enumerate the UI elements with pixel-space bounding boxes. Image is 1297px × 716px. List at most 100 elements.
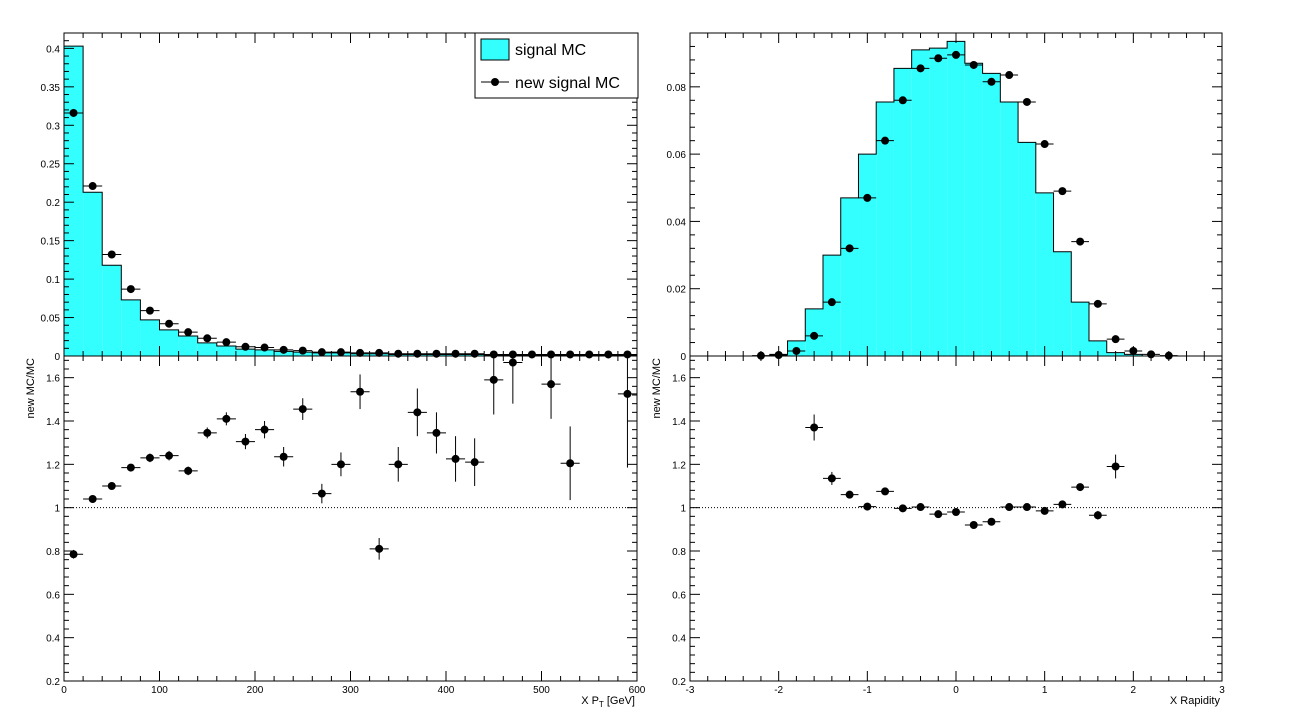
rapidity-distribution-panel: 0 0.02 0.04 0.06 0.08 xyxy=(667,32,1223,363)
pt-dist-hist-bar xyxy=(83,192,103,356)
rap-dist-hist-bar xyxy=(1000,101,1019,356)
pt-dist-hist-bar xyxy=(255,349,275,356)
pt-ratio-y-tick-label: 1.6 xyxy=(46,374,60,385)
pt-dist-point xyxy=(222,338,231,347)
pt-dist-y-tick-label: 0.4 xyxy=(46,44,60,55)
rap-dist-point xyxy=(1076,237,1085,246)
pt-dist-hist-bar xyxy=(216,346,236,356)
pt-dist-hist-bar xyxy=(235,349,255,356)
rap-ratio-x-tick-label: 3 xyxy=(1219,685,1225,696)
rap-ratio-x-tick-label: 1 xyxy=(1042,685,1048,696)
rap-ratio-point xyxy=(987,517,996,526)
pt-ratio-point xyxy=(145,453,154,462)
pt-ratio-point xyxy=(470,458,479,467)
pt-ratio-point xyxy=(203,428,212,437)
rap-ratio-point xyxy=(863,502,872,511)
rap-dist-point xyxy=(1058,187,1067,196)
rap-dist-hist-bar xyxy=(982,73,1001,356)
pt-dist-y-tick-label: 0.1 xyxy=(46,275,60,286)
pt-dist-hist-bar xyxy=(64,46,84,356)
pt-dist-point xyxy=(317,348,326,357)
legend-hist-label: signal MC xyxy=(515,42,586,59)
rap-dist-y-tick-label: 0.08 xyxy=(667,83,687,94)
rap-dist-point xyxy=(1111,335,1120,344)
rap-dist-point xyxy=(969,60,978,69)
rap-ratio-y-tick-label: 0.4 xyxy=(672,634,686,645)
pt-ratio-y-tick-label: 1.4 xyxy=(46,417,60,428)
pt-ratio-point xyxy=(184,466,193,475)
pt-dist-hist-bar xyxy=(178,336,198,356)
pt-dist-point xyxy=(184,328,193,337)
rap-ratio-y-axis-title: new MC/MC xyxy=(651,358,663,419)
rap-ratio-y-tick-label: 1.6 xyxy=(672,374,686,385)
rap-ratio-y-tick-label: 1.4 xyxy=(672,417,686,428)
pt-ratio-y-tick-label: 0.4 xyxy=(46,634,60,645)
pt-ratio-point xyxy=(165,451,174,460)
rap-ratio-point xyxy=(810,423,819,432)
rap-ratio-x-tick-label: 2 xyxy=(1131,685,1137,696)
pt-ratio-x-axis-title-sub: T xyxy=(599,700,604,709)
pt-ratio-y-tick-label: 0.6 xyxy=(46,590,60,601)
rap-ratio-point xyxy=(898,504,907,513)
pt-dist-point xyxy=(203,334,212,343)
pt-dist-hist-bar xyxy=(197,342,217,356)
pt-ratio-point xyxy=(107,482,116,490)
pt-dist-point xyxy=(604,350,613,359)
pt-ratio-y-tick-label: 0.8 xyxy=(46,547,60,558)
pt-ratio-point xyxy=(317,489,326,498)
pt-ratio-x-tick-label: 200 xyxy=(247,685,264,696)
pt-ratio-x-axis-title-suffix: [GeV] xyxy=(604,695,635,707)
rap-ratio-point xyxy=(1111,462,1120,471)
pt-dist-point xyxy=(241,342,250,351)
pt-dist-hist-bar xyxy=(159,329,179,356)
rap-dist-point xyxy=(881,136,890,145)
rap-dist-point xyxy=(827,298,836,307)
rap-dist-point xyxy=(1022,97,1031,106)
pt-ratio-point xyxy=(623,389,632,398)
pt-ratio-point xyxy=(451,454,460,463)
pt-distribution-panel: 0 0.05 0.1 0.15 0.2 0.25 0.3 0.35 0.4 xyxy=(41,32,638,363)
rap-ratio-y-tick-label: 0.2 xyxy=(672,677,686,688)
rap-ratio-x-axis-title-main: X Rapidity xyxy=(1170,695,1221,707)
pt-dist-point xyxy=(356,348,365,357)
pt-dist-point xyxy=(165,319,174,328)
rap-dist-point xyxy=(987,77,996,86)
rap-ratio-point xyxy=(952,508,960,516)
pt-ratio-point xyxy=(336,460,345,469)
pt-dist-point xyxy=(69,108,78,117)
pt-ratio-point xyxy=(260,425,269,434)
rap-dist-hist-bar xyxy=(876,101,894,356)
rap-ratio-point xyxy=(827,474,836,483)
pt-dist-point xyxy=(527,350,536,359)
rap-dist-hist-bar xyxy=(911,49,930,357)
rap-ratio-point xyxy=(934,510,943,519)
rap-dist-point xyxy=(1040,140,1049,149)
pt-dist-point xyxy=(88,182,97,191)
rap-dist-point xyxy=(916,64,925,73)
rap-ratio-point xyxy=(1005,503,1014,512)
rap-dist-hist-bar xyxy=(1089,340,1107,356)
pt-dist-y-tick-label: 0.3 xyxy=(46,121,60,132)
rap-ratio-x-axis-title: X Rapidity xyxy=(1170,695,1221,707)
rap-dist-y-tick-label: 0.06 xyxy=(667,150,687,161)
pt-ratio-point xyxy=(279,452,288,461)
pt-ratio-x-tick-label: 0 xyxy=(61,685,67,696)
rap-dist-hist-bar xyxy=(964,63,983,356)
pt-dist-point xyxy=(107,250,116,259)
pt-ratio-point xyxy=(394,460,403,469)
legend-hist-swatch xyxy=(480,38,510,61)
rap-dist-hist-bar xyxy=(947,41,965,356)
rap-ratio-point xyxy=(881,487,890,496)
rap-dist-y-tick-label: 0.04 xyxy=(667,217,687,228)
pt-dist-point xyxy=(375,348,384,357)
pt-dist-point xyxy=(566,350,575,359)
pt-ratio-x-tick-label: 500 xyxy=(533,685,550,696)
rap-dist-point xyxy=(934,54,943,63)
legend-points-label: new signal MC xyxy=(515,75,620,92)
rap-ratio-y-tick-label: 1.2 xyxy=(672,460,686,471)
pt-ratio-x-tick-label: 100 xyxy=(151,685,168,696)
pt-ratio-y-tick-label: 1 xyxy=(54,504,60,515)
rap-dist-point xyxy=(1093,299,1102,308)
rap-ratio-y-tick-label: 0.8 xyxy=(672,547,686,558)
rap-ratio-x-tick-label: 0 xyxy=(953,685,959,696)
